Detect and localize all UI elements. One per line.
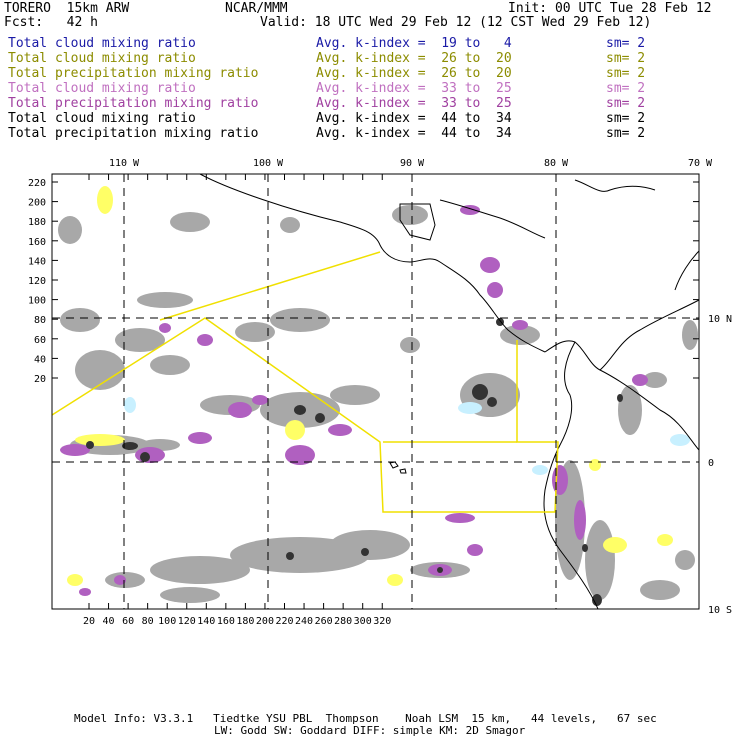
legend-row-label: Total precipitation mixing ratio bbox=[8, 66, 259, 81]
legend-row-kindex: Avg. k-index = 44 to 34 bbox=[316, 111, 512, 126]
legend-row-kindex: Avg. k-index = 33 to 25 bbox=[316, 96, 512, 111]
legend-row-sm: sm= 2 bbox=[606, 96, 646, 111]
longitude-label: 70 W bbox=[688, 158, 713, 169]
valid-time: Valid: 18 UTC Wed 29 Feb 12 (12 CST Wed … bbox=[260, 15, 652, 30]
grid-x-label: 200 bbox=[256, 616, 274, 627]
grid-y-label: 60 bbox=[34, 335, 46, 346]
grid-x-label: 240 bbox=[295, 616, 313, 627]
plot-frame bbox=[51, 173, 700, 610]
legend-row-kindex: Avg. k-index = 26 to 20 bbox=[316, 66, 512, 81]
legend-row-kindex: Avg. k-index = 44 to 34 bbox=[316, 126, 512, 141]
legend-row-label: Total cloud mixing ratio bbox=[8, 51, 196, 66]
grid-x-label: 60 bbox=[122, 616, 134, 627]
legend-row-sm: sm= 2 bbox=[606, 111, 646, 126]
grid-y-label: 200 bbox=[28, 198, 46, 209]
grid-x-label: 220 bbox=[275, 616, 293, 627]
latitude-label: 10 S bbox=[708, 605, 732, 616]
legend-row-sm: sm= 2 bbox=[606, 126, 646, 141]
legend-row-kindex: Avg. k-index = 33 to 25 bbox=[316, 81, 512, 96]
grid-x-label: 260 bbox=[315, 616, 333, 627]
legend-row-label: Total cloud mixing ratio bbox=[8, 111, 196, 126]
cloud-field-cyan bbox=[124, 397, 690, 475]
legend-row-label: Total cloud mixing ratio bbox=[8, 81, 196, 96]
grid-y-label: 80 bbox=[34, 315, 46, 326]
legend-row-sm: sm= 2 bbox=[606, 51, 646, 66]
longitude-label: 80 W bbox=[544, 158, 569, 169]
grid-x-label: 160 bbox=[217, 616, 235, 627]
grid-y-label: 40 bbox=[34, 354, 46, 365]
grid-x-label: 40 bbox=[103, 616, 115, 627]
grid-x-label: 140 bbox=[197, 616, 215, 627]
grid-y-label: 160 bbox=[28, 237, 46, 248]
legend-row-label: Total precipitation mixing ratio bbox=[8, 96, 259, 111]
grid-y-label: 180 bbox=[28, 217, 46, 228]
axis-ticks bbox=[52, 174, 699, 609]
grid-x-label: 180 bbox=[236, 616, 254, 627]
legend-row-kindex: Avg. k-index = 26 to 20 bbox=[316, 51, 512, 66]
precip-field-purple bbox=[60, 205, 648, 596]
legend-row-label: Total cloud mixing ratio bbox=[8, 36, 196, 51]
forecast-hour: Fcst: 42 h bbox=[4, 15, 98, 30]
longitude-label: 90 W bbox=[400, 158, 425, 169]
graticule bbox=[52, 174, 699, 609]
grid-x-label: 100 bbox=[158, 616, 176, 627]
grid-x-label: 280 bbox=[334, 616, 352, 627]
convective-cores bbox=[86, 318, 623, 606]
domain-boundary bbox=[52, 251, 559, 513]
latitude-label: 10 N bbox=[708, 314, 732, 325]
grid-x-label: 320 bbox=[373, 616, 391, 627]
model-title: TORERO 15km ARW bbox=[4, 1, 130, 16]
footer-physics-info: LW: Godd SW: Goddard DIFF: simple KM: 2D… bbox=[214, 724, 526, 737]
grid-x-label: 120 bbox=[178, 616, 196, 627]
longitude-label: 110 W bbox=[109, 158, 140, 169]
legend-row-kindex: Avg. k-index = 19 to 4 bbox=[316, 36, 512, 51]
grid-y-label: 140 bbox=[28, 256, 46, 267]
coastlines bbox=[199, 174, 699, 609]
grid-x-label: 80 bbox=[142, 616, 154, 627]
legend-row-sm: sm= 2 bbox=[606, 81, 646, 96]
legend-row-sm: sm= 2 bbox=[606, 36, 646, 51]
longitude-label: 100 W bbox=[253, 158, 284, 169]
footer-model-info: Model Info: V3.3.1 Tiedtke YSU PBL Thomp… bbox=[74, 712, 657, 725]
legend-row-label: Total precipitation mixing ratio bbox=[8, 126, 259, 141]
grid-x-label: 20 bbox=[83, 616, 95, 627]
organization: NCAR/MMM bbox=[225, 1, 288, 16]
legend-row-sm: sm= 2 bbox=[606, 66, 646, 81]
latitude-label: 0 bbox=[708, 458, 714, 469]
grid-y-label: 220 bbox=[28, 178, 46, 189]
grid-x-label: 300 bbox=[354, 616, 372, 627]
grid-y-label: 100 bbox=[28, 296, 46, 307]
init-time: Init: 00 UTC Tue 28 Feb 12 bbox=[508, 1, 712, 16]
grid-y-label: 120 bbox=[28, 276, 46, 287]
grid-y-label: 20 bbox=[34, 374, 46, 385]
